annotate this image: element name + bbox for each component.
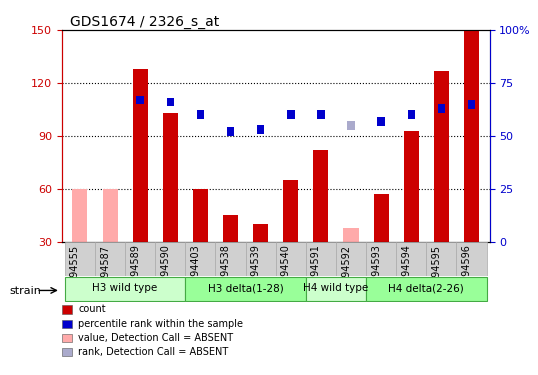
Bar xyxy=(434,70,449,242)
Text: H4 delta(2-26): H4 delta(2-26) xyxy=(388,283,464,293)
Bar xyxy=(464,30,479,242)
Text: GSM94589: GSM94589 xyxy=(130,244,140,297)
Bar xyxy=(193,189,208,242)
Text: value, Detection Call = ABSENT: value, Detection Call = ABSENT xyxy=(78,333,233,343)
Bar xyxy=(468,100,475,109)
Bar xyxy=(73,189,88,242)
Bar xyxy=(396,242,426,276)
Bar xyxy=(366,277,486,301)
Bar xyxy=(133,69,148,242)
Text: GSM94596: GSM94596 xyxy=(462,244,471,297)
Bar xyxy=(276,242,306,276)
Bar xyxy=(137,96,144,104)
Text: percentile rank within the sample: percentile rank within the sample xyxy=(78,319,243,328)
Bar xyxy=(65,242,95,276)
Text: H3 delta(1-28): H3 delta(1-28) xyxy=(208,283,284,293)
Text: H3 wild type: H3 wild type xyxy=(93,283,158,293)
Bar xyxy=(343,228,358,242)
Bar xyxy=(347,121,355,130)
Bar xyxy=(407,110,415,119)
Bar xyxy=(404,130,419,242)
Bar xyxy=(223,215,238,242)
Bar xyxy=(283,180,298,242)
Bar xyxy=(377,117,385,126)
Text: GSM94587: GSM94587 xyxy=(100,244,110,298)
Bar xyxy=(186,277,306,301)
Bar xyxy=(163,113,178,242)
Bar xyxy=(103,189,118,242)
Bar xyxy=(227,127,235,136)
Text: GSM94594: GSM94594 xyxy=(401,244,411,297)
Bar xyxy=(186,242,216,276)
Bar xyxy=(456,242,486,276)
Text: GSM94540: GSM94540 xyxy=(281,244,291,297)
Text: GSM94595: GSM94595 xyxy=(431,244,441,298)
Text: GSM94592: GSM94592 xyxy=(341,244,351,298)
Text: count: count xyxy=(78,304,105,314)
Bar xyxy=(313,150,328,242)
Bar xyxy=(336,242,366,276)
Bar xyxy=(306,242,336,276)
Bar xyxy=(426,242,456,276)
Text: GSM94591: GSM94591 xyxy=(311,244,321,297)
Text: strain: strain xyxy=(10,286,41,296)
Text: GSM94538: GSM94538 xyxy=(221,244,231,297)
Bar xyxy=(366,242,396,276)
Bar xyxy=(437,104,445,113)
Text: GSM94590: GSM94590 xyxy=(160,244,171,297)
Bar xyxy=(306,277,366,301)
Bar xyxy=(246,242,276,276)
Bar xyxy=(167,98,174,106)
Text: H4 wild type: H4 wild type xyxy=(303,283,369,293)
Bar xyxy=(65,277,186,301)
Bar xyxy=(287,110,294,119)
Text: GSM94403: GSM94403 xyxy=(190,244,201,297)
Bar xyxy=(253,224,268,242)
Bar xyxy=(125,242,155,276)
Text: GDS1674 / 2326_s_at: GDS1674 / 2326_s_at xyxy=(70,15,220,29)
Bar xyxy=(155,242,186,276)
Text: rank, Detection Call = ABSENT: rank, Detection Call = ABSENT xyxy=(78,347,228,357)
Bar xyxy=(373,194,388,242)
Bar xyxy=(216,242,246,276)
Bar xyxy=(257,125,265,134)
Text: GSM94555: GSM94555 xyxy=(70,244,80,298)
Text: GSM94593: GSM94593 xyxy=(371,244,381,297)
Bar xyxy=(95,242,125,276)
Bar xyxy=(197,110,204,119)
Text: GSM94539: GSM94539 xyxy=(251,244,261,297)
Bar xyxy=(317,110,324,119)
